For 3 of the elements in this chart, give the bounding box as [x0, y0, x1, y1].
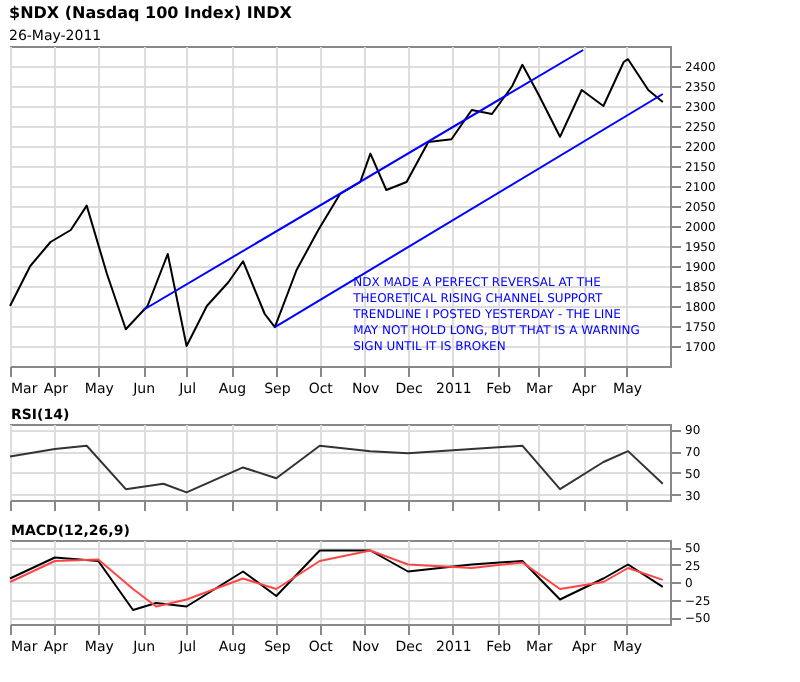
line-series: [9, 444, 664, 494]
line-series: [9, 58, 664, 347]
chart-title: $NDX (Nasdaq 100 Index) INDX: [9, 4, 294, 22]
